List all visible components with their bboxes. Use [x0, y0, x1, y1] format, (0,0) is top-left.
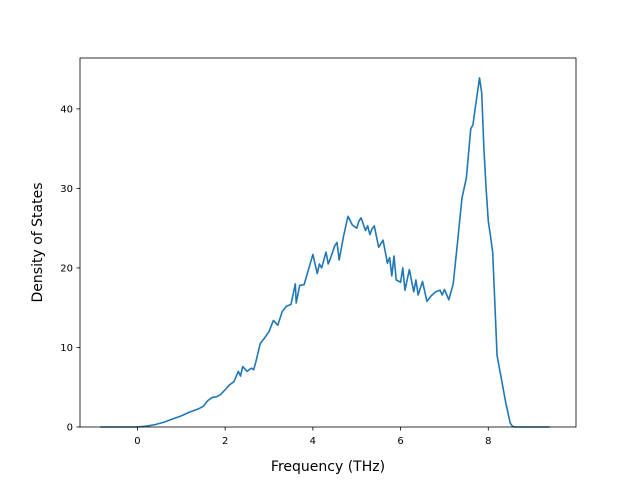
y-tick-label: 30 [60, 184, 73, 195]
x-tick-label: 2 [222, 436, 228, 447]
plot-area [100, 77, 550, 428]
plot-frame [79, 57, 577, 428]
axis-ticks: 0 2 4 6 8 0 10 20 30 40 [60, 104, 491, 447]
y-tick-label: 40 [60, 104, 73, 115]
y-axis-label: Density of States [30, 183, 46, 303]
y-tick-label: 10 [60, 343, 73, 354]
x-tick-label: 6 [397, 436, 403, 447]
y-tick-label: 0 [67, 423, 73, 434]
y-tick-label: 20 [60, 263, 73, 274]
series-line-0 [100, 77, 550, 428]
x-tick-label: 0 [134, 436, 140, 447]
x-tick-label: 8 [485, 436, 491, 447]
x-tick-label: 4 [310, 436, 316, 447]
x-axis-label: Frequency (THz) [271, 459, 385, 475]
